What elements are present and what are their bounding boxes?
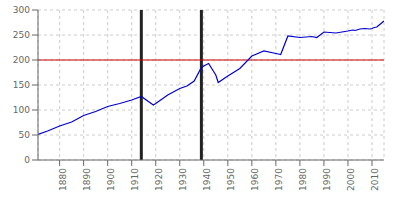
svg-text:50: 50 — [19, 130, 31, 140]
svg-text:150: 150 — [13, 80, 30, 90]
svg-text:1970: 1970 — [274, 168, 284, 191]
svg-text:100: 100 — [13, 105, 30, 115]
svg-text:1940: 1940 — [202, 168, 212, 191]
svg-text:1900: 1900 — [106, 168, 116, 191]
svg-text:1890: 1890 — [82, 168, 92, 191]
svg-text:1990: 1990 — [322, 168, 332, 191]
svg-text:300: 300 — [13, 5, 30, 15]
svg-text:1930: 1930 — [178, 168, 188, 191]
svg-text:250: 250 — [13, 30, 30, 40]
svg-text:200: 200 — [13, 55, 30, 65]
svg-text:2000: 2000 — [346, 168, 356, 191]
svg-text:0: 0 — [24, 155, 30, 165]
svg-text:1950: 1950 — [226, 168, 236, 191]
svg-text:1910: 1910 — [130, 168, 140, 191]
svg-text:1980: 1980 — [298, 168, 308, 191]
svg-text:2010: 2010 — [370, 168, 380, 191]
svg-text:1920: 1920 — [154, 168, 164, 191]
svg-text:1960: 1960 — [250, 168, 260, 191]
svg-text:1880: 1880 — [58, 168, 68, 191]
